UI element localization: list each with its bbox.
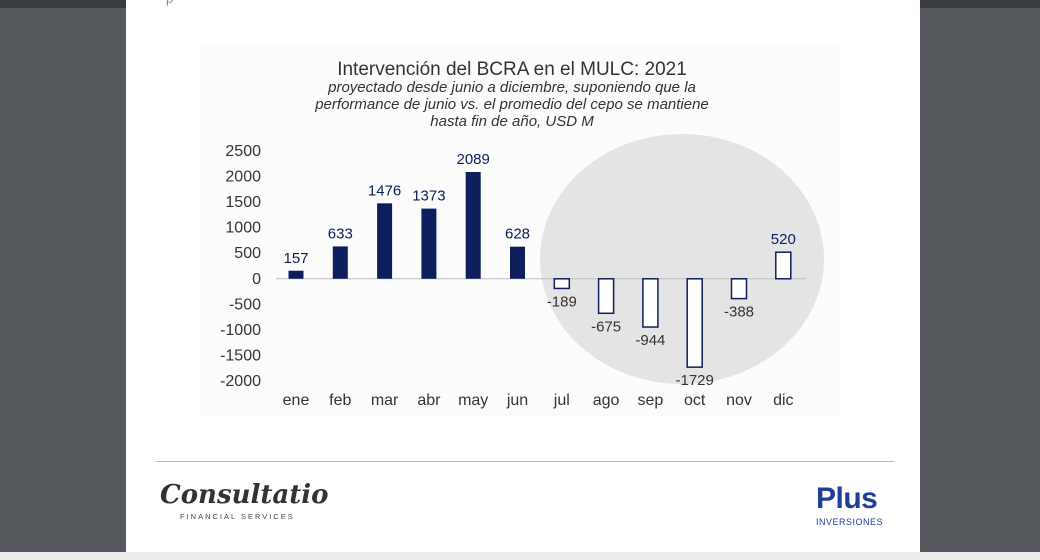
- bar-dic: [775, 251, 792, 280]
- y-axis: 2500 2000 1500 1000 500 0 -500 -1000 -1500 -2000: [220, 143, 806, 390]
- x-tick-dic: dic: [773, 392, 793, 409]
- data-label-dic: 520: [771, 231, 796, 248]
- x-tick-abr: abr: [417, 392, 441, 409]
- bar-ene: [288, 270, 304, 279]
- data-label-ene: 157: [283, 250, 308, 267]
- data-label-nov: -388: [724, 304, 754, 321]
- y-tick-label: -1000: [220, 322, 261, 339]
- y-tick-label: 1500: [225, 194, 261, 211]
- x-tick-feb: feb: [329, 392, 351, 409]
- x-tick-may: may: [458, 392, 488, 409]
- data-label-may: 2089: [457, 151, 490, 168]
- data-label-feb: 633: [328, 225, 353, 242]
- bar-jun: [510, 246, 525, 279]
- y-tick-label: 2500: [225, 143, 261, 160]
- plus-logo-sub: INVERSIONES: [816, 517, 884, 527]
- x-tick-oct: oct: [684, 392, 706, 409]
- consultatio-logo: Consultatio FINANCIAL SERVICES: [160, 480, 330, 530]
- x-tick-mar: mar: [371, 392, 399, 409]
- data-label-jul: -189: [547, 293, 577, 310]
- consultatio-logo-sub: FINANCIAL SERVICES: [180, 512, 295, 521]
- bar-sep: [642, 278, 659, 328]
- bar-may: [465, 172, 481, 279]
- y-tick-label: -2000: [220, 373, 261, 390]
- bar-mar: [377, 203, 393, 279]
- viewer-bottom-bar: [0, 552, 1040, 560]
- document-page: · p Intervención del BCRA en el MULC: 20…: [126, 0, 920, 552]
- data-label-ago: -675: [591, 318, 621, 335]
- y-tick-label: 500: [234, 245, 261, 262]
- data-label-sep: -944: [635, 332, 665, 349]
- consultatio-logo-name: Consultatio: [160, 480, 329, 510]
- y-tick-label: 1000: [225, 220, 261, 237]
- data-label-mar: 1476: [368, 182, 401, 199]
- chart-subtitle-line-1: proyectado desde junio a diciembre, supo…: [327, 79, 696, 96]
- bar-nov: [730, 278, 748, 300]
- bar-ago: [597, 278, 615, 315]
- plus-logo-name: Plus: [816, 482, 878, 515]
- plus-logo: Plus INVERSIONES: [816, 483, 896, 533]
- data-label-jun: 628: [505, 226, 530, 243]
- chart-figure: Intervención del BCRA en el MULC: 2021 p…: [200, 46, 840, 416]
- y-tick-label: -1500: [220, 347, 261, 364]
- y-tick-label: 0: [252, 271, 261, 288]
- bar-chart: Intervención del BCRA en el MULC: 2021 p…: [220, 59, 824, 409]
- projection-highlight-circle: [540, 134, 824, 384]
- data-label-oct: -1729: [676, 372, 714, 389]
- bar-jul: [553, 278, 571, 290]
- chart-title: Intervención del BCRA en el MULC: 2021: [337, 59, 687, 80]
- y-tick-label: 2000: [225, 169, 261, 186]
- bar-feb: [332, 246, 348, 279]
- data-label-abr: 1373: [412, 188, 445, 205]
- x-tick-ago: ago: [593, 392, 620, 409]
- chart-subtitle-line-2: performance de junio vs. el promedio del…: [314, 96, 709, 113]
- x-tick-nov: nov: [726, 392, 752, 409]
- x-tick-ene: ene: [283, 392, 310, 409]
- bar-oct: [686, 278, 703, 368]
- x-tick-jul: jul: [553, 392, 570, 409]
- footer-divider: [156, 461, 894, 462]
- data-labels: 157 633 1476 1373 2089 628 -189 -675 -944 -1729 -3…: [283, 151, 795, 389]
- chart-subtitle-line-3: hasta fin de año, USD M: [430, 113, 594, 130]
- page-cut-text: · p: [156, 0, 174, 6]
- bars: [288, 172, 792, 368]
- x-axis: ene feb mar abr may jun jul ago sep oct nov dic: [283, 392, 794, 409]
- x-tick-jun: jun: [506, 392, 528, 409]
- y-tick-label: -500: [229, 296, 261, 313]
- x-tick-sep: sep: [638, 392, 664, 409]
- bar-abr: [421, 208, 437, 279]
